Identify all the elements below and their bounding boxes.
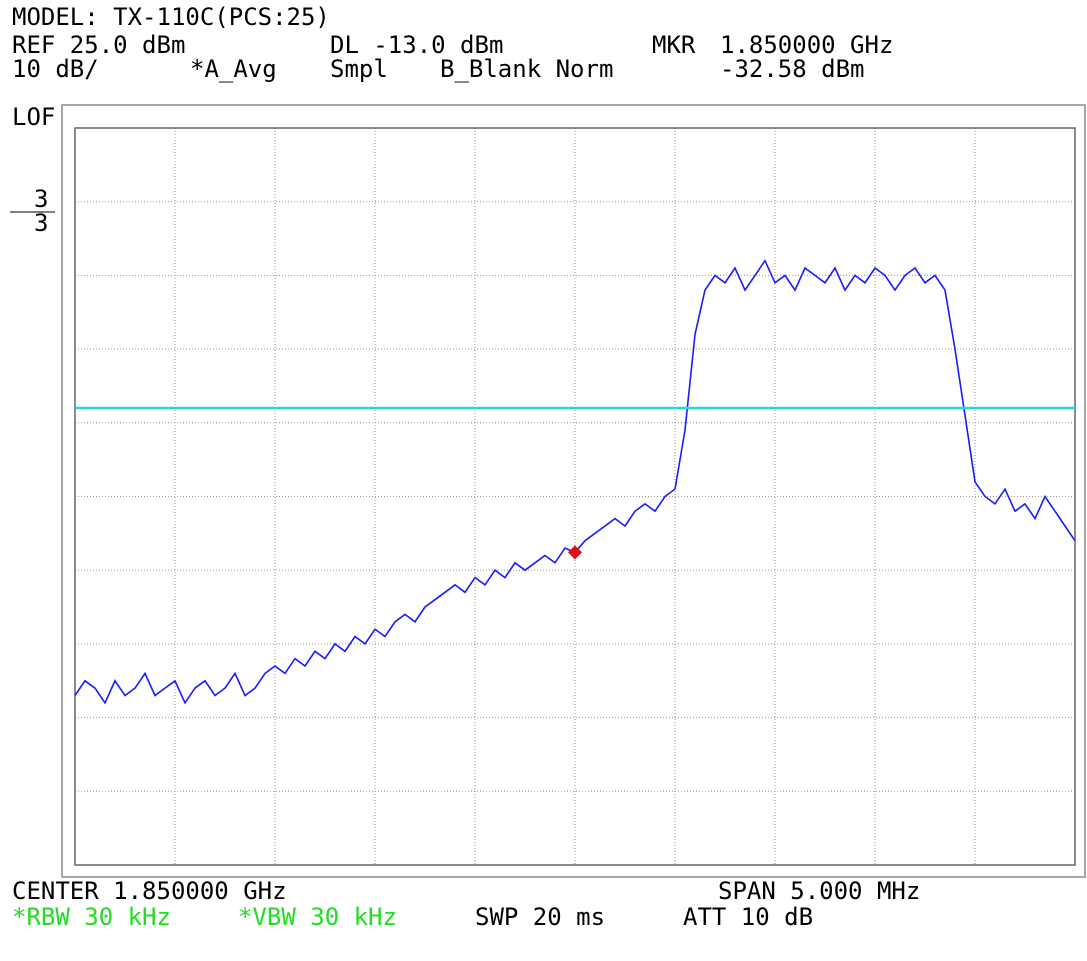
marker-frequency: 1.850000 GHz xyxy=(720,31,893,59)
rbw: *RBW 30 kHz xyxy=(12,903,171,931)
trace-a: 3 xyxy=(34,185,48,213)
marker xyxy=(568,545,582,560)
span: SPAN 5.000 MHz xyxy=(718,877,920,905)
sample: Smpl xyxy=(330,55,388,83)
marker-label: MKR xyxy=(652,31,696,59)
sweep: SWP 20 ms xyxy=(475,903,605,931)
vbw: *VBW 30 kHz xyxy=(238,903,397,931)
scale: 10 dB/ xyxy=(12,55,99,83)
trace-b: 3 xyxy=(34,209,48,237)
average: *A_Avg xyxy=(190,55,277,83)
plot-border xyxy=(74,127,1076,866)
blank: B_Blank Norm xyxy=(440,55,613,83)
display-line-label: DL -13.0 dBm xyxy=(330,31,503,59)
center-frequency: CENTER 1.850000 GHz xyxy=(12,877,287,905)
outer-frame xyxy=(61,104,1086,878)
ref-level: REF 25.0 dBm xyxy=(12,31,185,59)
model: MODEL: TX-110C(PCS:25) xyxy=(12,3,330,31)
marker-level: -32.58 dBm xyxy=(720,55,865,83)
lof: LOF xyxy=(12,103,55,131)
attenuation: ATT 10 dB xyxy=(683,903,813,931)
